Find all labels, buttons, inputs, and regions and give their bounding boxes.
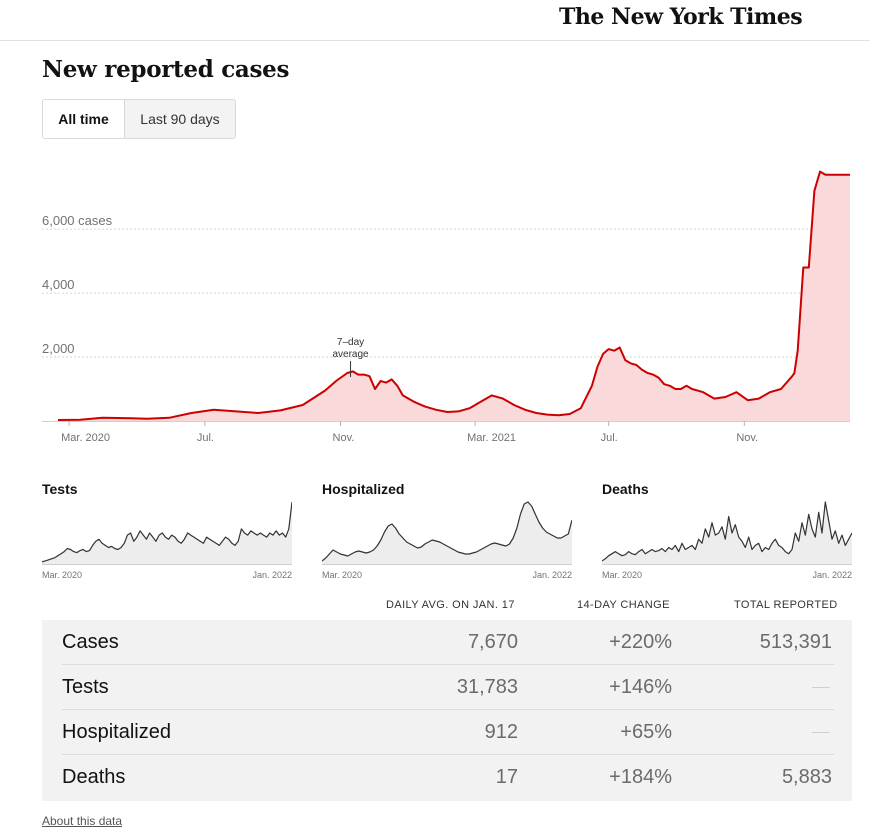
x-tick-label: Mar. 2021 <box>467 432 516 444</box>
daily-value: 912 <box>484 721 518 743</box>
stats-table: Cases 7,670 +220% 513,391 Tests 31,783 +… <box>42 620 852 801</box>
hospitalized-chart: Mar. 2020 Jan. 2022 <box>322 501 572 580</box>
change-header: 14-DAY CHANGE <box>577 599 670 611</box>
table-row: Deaths 17 +184% 5,883 <box>62 755 834 800</box>
tests-area <box>42 502 292 564</box>
change-value: +65% <box>620 721 672 743</box>
all-time-tab[interactable]: All time <box>43 100 124 138</box>
tests-chart: Mar. 2020 Jan. 2022 <box>42 501 292 580</box>
table-row: Hospitalized 912 +65% <box>62 710 834 755</box>
y-tick-label: 4,000 <box>42 277 75 292</box>
deaths-chart-title: Deaths <box>602 481 649 497</box>
deaths-area <box>602 502 852 564</box>
about-data-link[interactable]: About this data <box>42 814 123 828</box>
cases-area <box>58 171 850 421</box>
daily-value: 17 <box>495 766 518 788</box>
tests-chart-title: Tests <box>42 481 78 497</box>
annotation-label: average <box>332 349 369 360</box>
total-value: 513,391 <box>759 631 832 653</box>
daily-value: 7,670 <box>467 631 518 653</box>
cases-line <box>57 170 850 421</box>
row-label: Cases <box>62 631 119 653</box>
x-tick-label: Mar. 2020 <box>61 432 110 444</box>
x-tick-label: Nov. <box>736 432 758 444</box>
daily-value: 31,783 <box>456 676 518 698</box>
table-row: Cases 7,670 +220% 513,391 <box>62 620 834 665</box>
annotation-label: 7–day <box>337 337 364 348</box>
not-available-dash <box>812 732 830 733</box>
hospitalized-area <box>322 502 572 564</box>
y-tick-label: 2,000 <box>42 341 75 356</box>
row-label: Tests <box>62 676 109 698</box>
x-tick-label: Mar. 2020 <box>42 570 82 580</box>
x-tick-label: Mar. 2020 <box>322 570 362 580</box>
nyt-logo[interactable]: The New York Times <box>559 4 803 30</box>
cases-chart: 2,000 4,000 6,000 cases Mar. 2020 Jul. Nov. Ma… <box>42 170 850 444</box>
y-tick-label: 6,000 cases <box>42 213 113 228</box>
page-title: New reported cases <box>42 56 290 83</box>
x-tick-label: Nov. <box>333 432 355 444</box>
x-tick-label: Jul. <box>601 432 618 444</box>
change-value: +146% <box>609 676 672 698</box>
total-value: 5,883 <box>781 766 832 788</box>
row-label: Hospitalized <box>62 721 171 743</box>
x-tick-label: Jan. 2022 <box>532 570 572 580</box>
hospitalized-chart-title: Hospitalized <box>322 481 405 497</box>
x-tick-label: Jul. <box>197 432 214 444</box>
change-value: +220% <box>609 631 672 653</box>
masthead: The New York Times <box>0 0 870 41</box>
row-label: Deaths <box>62 766 126 788</box>
daily-avg-header: DAILY AVG. ON JAN. 17 <box>386 599 515 611</box>
last-90-days-tab[interactable]: Last 90 days <box>124 100 235 138</box>
deaths-chart: Mar. 2020 Jan. 2022 <box>602 501 852 580</box>
table-row: Tests 31,783 +146% <box>62 665 834 710</box>
deaths-line <box>602 501 852 562</box>
x-tick-label: Mar. 2020 <box>602 570 642 580</box>
change-value: +184% <box>609 766 672 788</box>
x-tick-label: Jan. 2022 <box>812 570 852 580</box>
time-range-toggle: All time Last 90 days <box>42 99 236 139</box>
x-tick-label: Jan. 2022 <box>252 570 292 580</box>
total-header: TOTAL REPORTED <box>734 599 838 611</box>
tests-line <box>42 501 292 563</box>
not-available-dash <box>812 687 830 688</box>
hospitalized-line <box>322 501 572 562</box>
